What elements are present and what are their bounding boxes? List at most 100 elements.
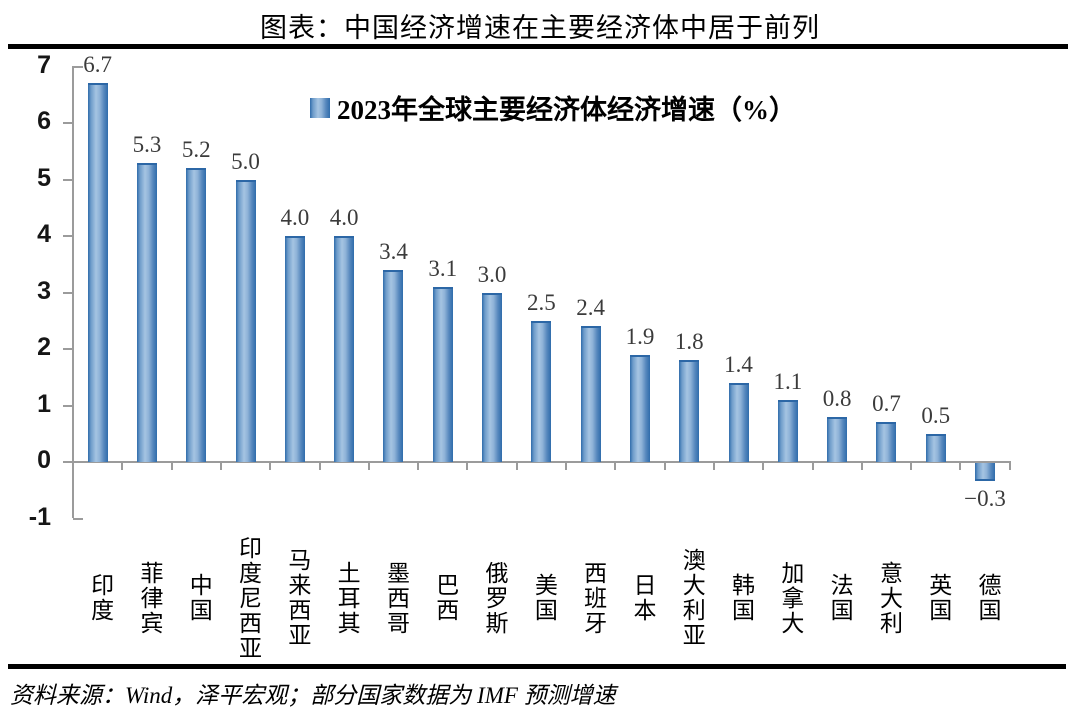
category-label: 印度 — [87, 573, 113, 623]
y-axis-tick — [73, 65, 83, 68]
x-axis-tick — [269, 462, 272, 470]
bar — [728, 382, 749, 462]
y-axis-tick — [63, 404, 73, 407]
category-label: 加拿大 — [777, 560, 803, 636]
category-label: 俄罗斯 — [482, 560, 508, 636]
bar — [827, 416, 848, 462]
category-label: 马来西亚 — [284, 548, 310, 648]
bar-value-label: 1.8 — [674, 329, 704, 355]
bar — [235, 179, 256, 462]
footer-divider-rule — [8, 664, 1066, 669]
bar-value-label: 0.7 — [872, 391, 901, 417]
bar-value-label: 3.0 — [477, 261, 507, 287]
y-axis-tick-label: 1 — [37, 389, 51, 418]
x-axis-tick — [811, 462, 814, 470]
category-label: 澳大利亚 — [679, 548, 705, 648]
x-axis-tick — [318, 462, 321, 470]
bar-value-label: 1.9 — [625, 323, 655, 349]
y-axis-tick-label: 5 — [37, 163, 51, 192]
bar — [629, 354, 650, 462]
bar — [975, 463, 996, 481]
bar — [136, 162, 157, 462]
x-axis-tick — [565, 462, 567, 470]
bar-value-label: −0.3 — [964, 485, 1006, 511]
bar — [482, 292, 503, 462]
bar-value-label: 2.4 — [576, 295, 606, 321]
x-axis-tick — [121, 462, 124, 470]
category-label: 法国 — [827, 573, 853, 623]
bar-value-label: 0.5 — [921, 402, 951, 428]
y-axis-tick — [63, 235, 73, 237]
y-axis-tick-label: 6 — [37, 107, 51, 135]
category-label: 英国 — [925, 573, 951, 623]
page-title: 图表：中国经济增速在主要经济体中居于前列 — [260, 13, 820, 43]
bar — [284, 236, 305, 462]
source-note: 资料来源：Wind，泽平宏观；部分国家数据为 IMF 预测增速 — [10, 683, 616, 708]
category-label: 巴西 — [432, 573, 458, 623]
y-axis-tick-label: -1 — [28, 502, 51, 531]
x-axis-tick — [170, 462, 173, 470]
bar-value-label: 4.0 — [280, 205, 310, 230]
bar — [432, 286, 453, 462]
bar — [334, 236, 355, 462]
x-axis-tick — [663, 462, 666, 470]
x-axis-tick — [959, 462, 962, 470]
category-label: 日本 — [629, 573, 655, 623]
title-divider-rule — [8, 44, 1068, 49]
y-axis-tick-label: 3 — [37, 276, 51, 305]
category-label: 意大利 — [876, 560, 902, 636]
x-axis-tick — [712, 462, 715, 470]
x-axis-tick — [910, 462, 913, 470]
category-label: 印度尼西亚 — [235, 535, 261, 661]
x-axis-tick — [367, 462, 370, 470]
x-axis-tick — [417, 462, 420, 470]
y-axis-tick — [63, 348, 73, 350]
bar-value-label: 5.3 — [132, 131, 162, 157]
category-label: 墨西哥 — [383, 560, 409, 636]
bar — [679, 360, 700, 462]
x-axis-tick — [515, 462, 518, 470]
category-label: 韩国 — [728, 573, 754, 623]
bar — [876, 422, 897, 462]
x-axis-tick — [762, 462, 765, 470]
bar-value-label: 4.0 — [329, 205, 359, 230]
y-axis-tick-label: 2 — [37, 333, 51, 361]
bar-value-label: 3.1 — [428, 255, 458, 281]
y-axis-tick — [63, 178, 73, 181]
x-axis-tick — [860, 462, 863, 470]
category-label: 西班牙 — [580, 560, 606, 636]
bar-value-label: 5.2 — [181, 137, 211, 163]
category-label: 土耳其 — [334, 560, 360, 636]
bar-value-label: 3.4 — [379, 238, 408, 264]
bar — [580, 326, 601, 462]
bar-value-label: 0.8 — [822, 385, 852, 411]
bar — [531, 320, 552, 462]
bar-value-label: 6.7 — [83, 52, 113, 78]
category-label: 中国 — [186, 573, 212, 623]
y-axis-tick — [63, 122, 73, 124]
legend-swatch-icon — [310, 97, 330, 118]
x-axis-tick — [219, 462, 222, 470]
x-axis-tick — [1008, 462, 1011, 470]
y-axis-tick — [63, 461, 73, 463]
y-axis-line — [72, 66, 74, 518]
bar — [186, 168, 207, 462]
y-axis-tick-label: 0 — [37, 446, 51, 474]
y-axis-tick — [73, 517, 83, 520]
bar-value-label: 1.1 — [773, 368, 803, 394]
x-axis-line — [72, 461, 1011, 463]
x-axis-tick — [466, 462, 469, 470]
bar — [777, 399, 798, 462]
y-axis-tick-label: 4 — [37, 220, 51, 248]
category-label: 德国 — [975, 573, 1001, 623]
category-label: 菲律宾 — [136, 560, 162, 636]
chart-legend: 2023年全球主要经济体经济增速（%） — [310, 88, 796, 127]
category-label: 美国 — [531, 573, 557, 623]
y-axis-tick-label: 7 — [37, 50, 51, 79]
x-axis-tick — [614, 462, 617, 470]
bar-value-label: 1.4 — [724, 351, 753, 377]
legend-label: 2023年全球主要经济体经济增速（%） — [337, 95, 796, 125]
bar — [925, 433, 946, 462]
bar — [87, 83, 108, 462]
bar-value-label: 5.0 — [231, 148, 260, 174]
